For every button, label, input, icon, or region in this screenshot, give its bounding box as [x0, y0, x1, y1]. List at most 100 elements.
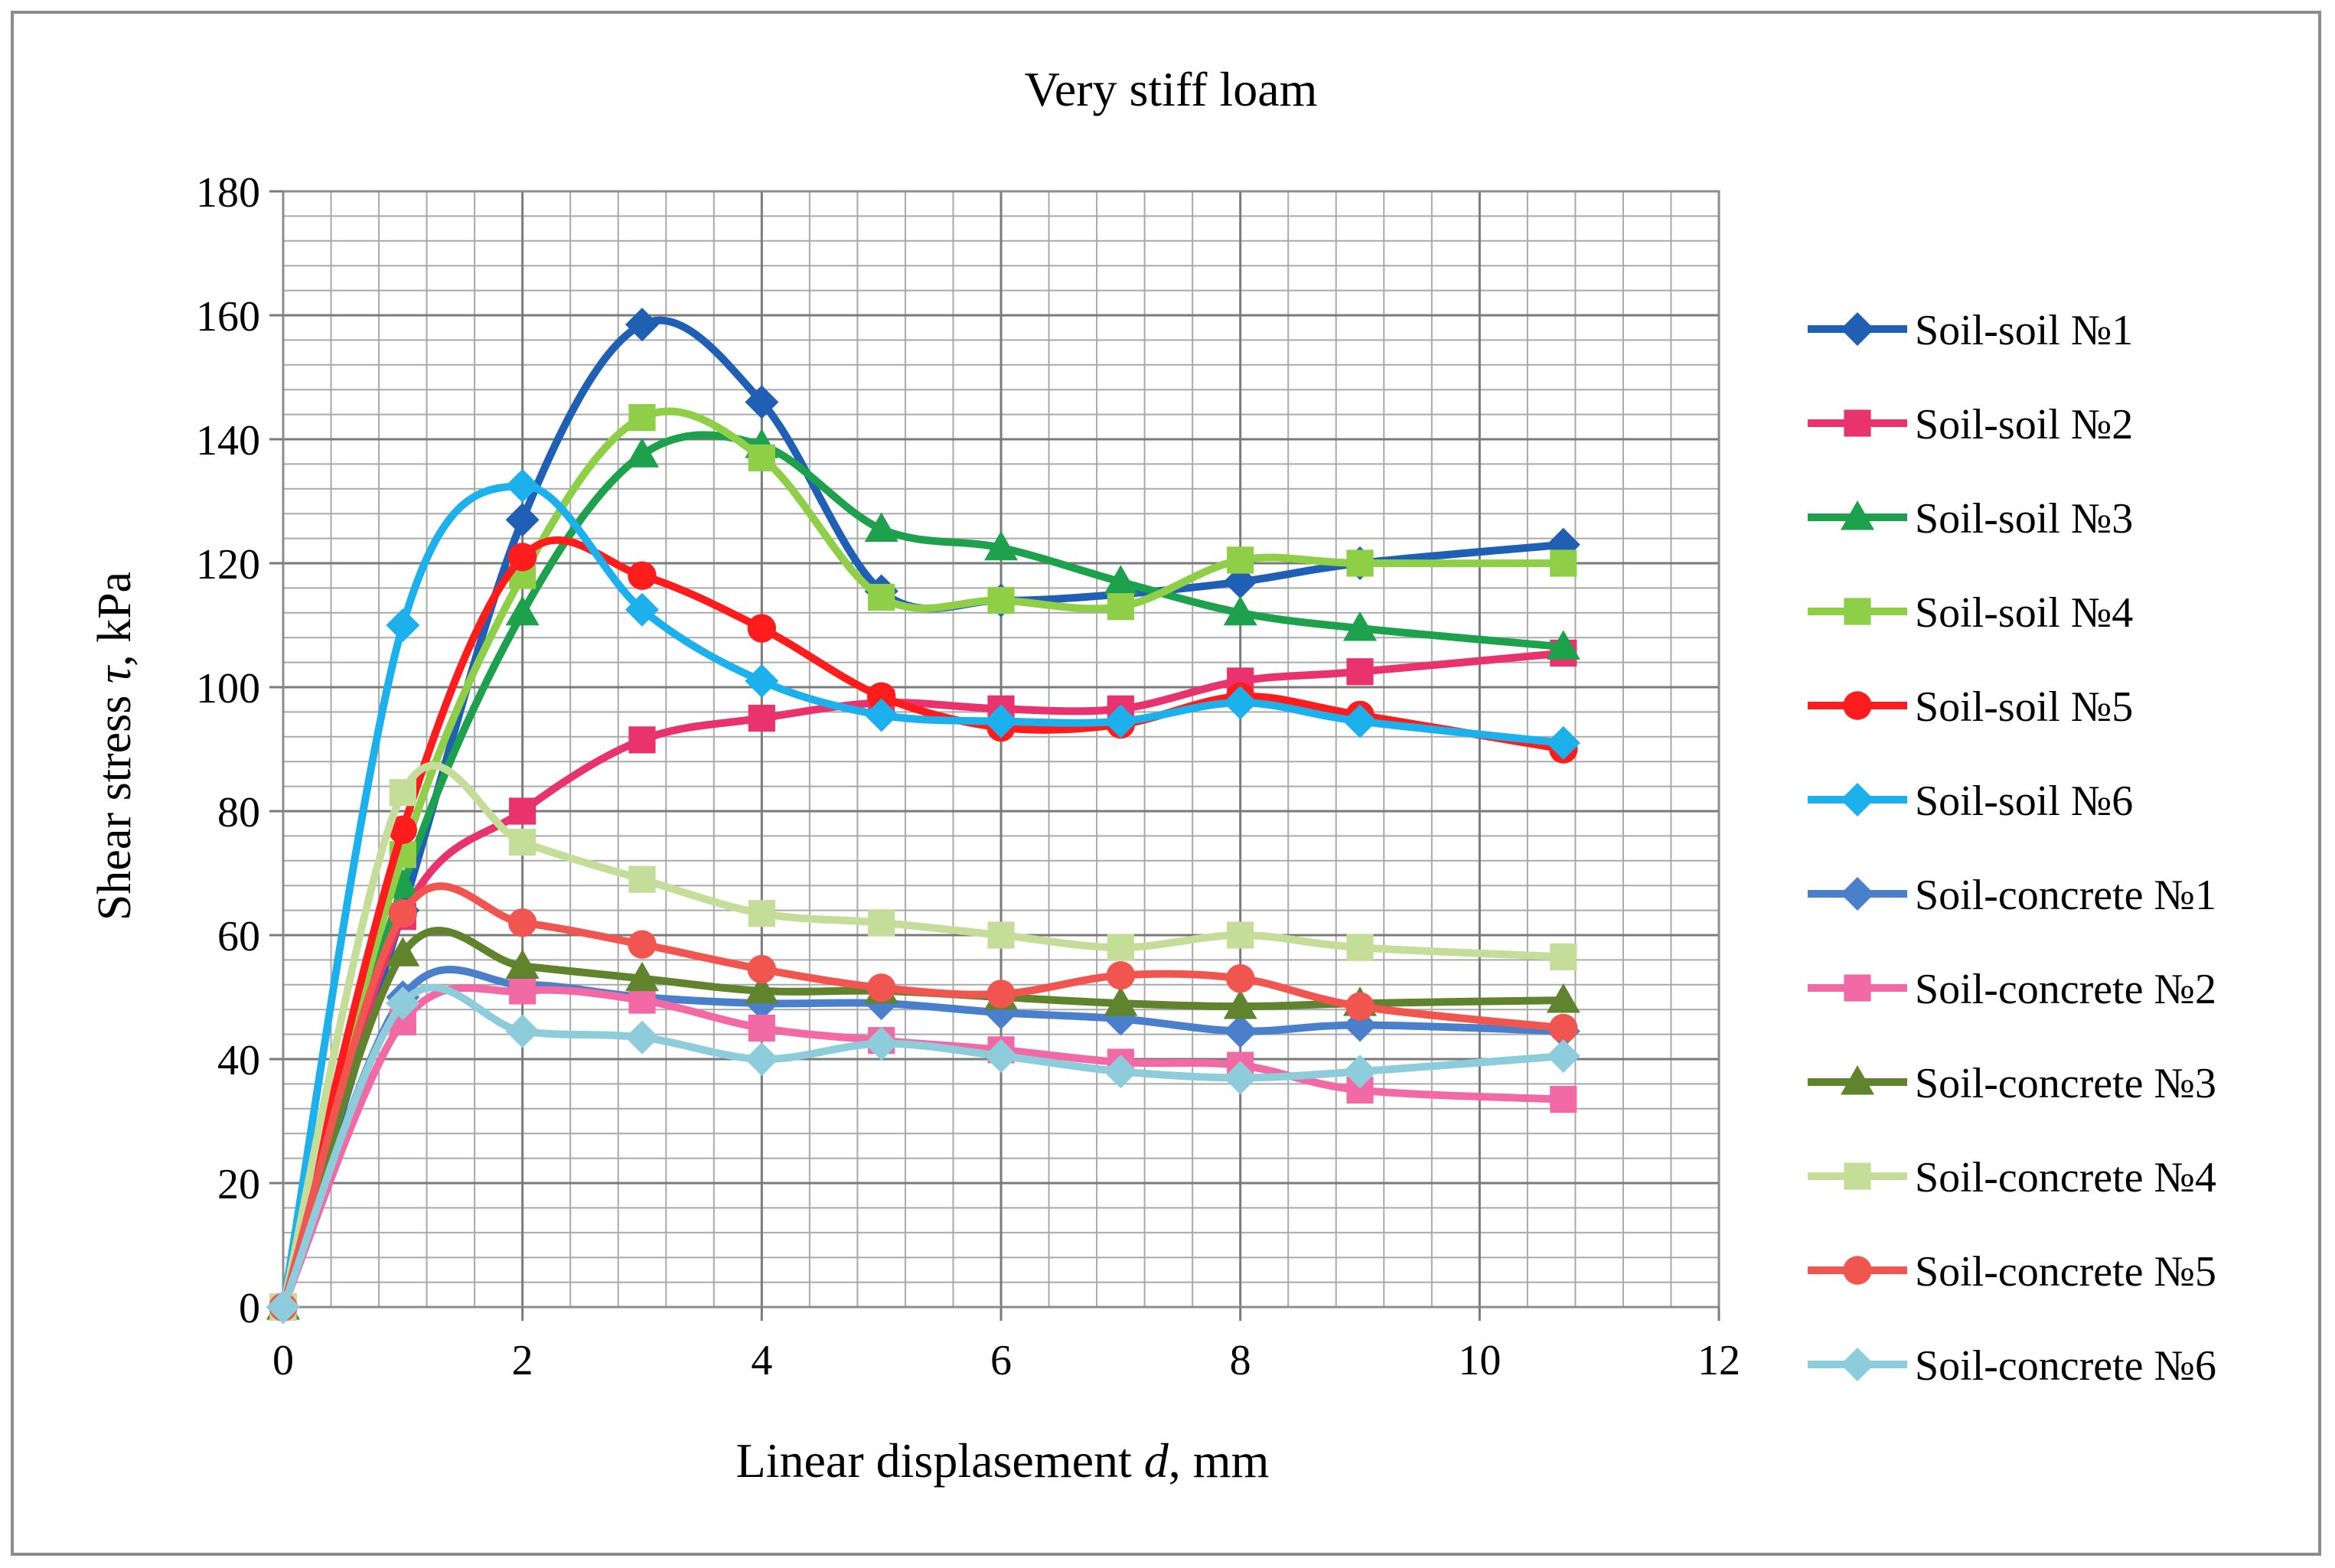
legend-item: Soil-soil №2: [1808, 401, 2133, 448]
x-axis-label: Linear displasement d, mm: [736, 1433, 1270, 1488]
legend-label: Soil-soil №1: [1915, 307, 2133, 354]
data-point: [509, 977, 536, 1005]
data-point: [505, 595, 540, 626]
data-point: [864, 512, 898, 542]
x-tick-label: 10: [1458, 1337, 1501, 1384]
legend-swatch-marker: [1841, 500, 1874, 530]
data-point: [1546, 1038, 1580, 1073]
y-axis-ticks: 0 20 40 60 80 100 120 140 160 180: [196, 169, 283, 1332]
legend-label: Soil-concrete №5: [1915, 1248, 2216, 1296]
data-point: [1550, 1086, 1577, 1113]
series-layer: [266, 308, 1580, 1324]
data-point: [1550, 943, 1577, 970]
data-point: [1106, 960, 1136, 990]
data-point: [628, 865, 656, 893]
data-point: [505, 1014, 540, 1048]
legend-item: Soil-concrete №2: [1808, 966, 2216, 1013]
legend-label: Soil-soil №6: [1915, 777, 2133, 825]
y-tick-label: 0: [239, 1285, 260, 1332]
data-point: [505, 949, 540, 979]
legend-label: Soil-concrete №1: [1915, 872, 2216, 919]
data-point: [266, 1290, 300, 1324]
data-point: [748, 900, 775, 927]
legend-item: Soil-concrete №5: [1808, 1248, 2216, 1296]
data-point: [1225, 964, 1255, 993]
legend-label: Soil-soil №2: [1915, 401, 2133, 448]
legend: Soil-soil №1 Soil-soil №2 Soil-soil №3 Soil…: [1808, 307, 2216, 1390]
legend-item: Soil-soil №4: [1808, 589, 2133, 637]
data-point: [1223, 1014, 1257, 1048]
legend-swatch-marker: [1844, 1162, 1871, 1190]
legend-item: Soil-concrete №4: [1808, 1154, 2216, 1201]
legend-label: Soil-soil №5: [1915, 683, 2133, 731]
data-point: [866, 973, 896, 1002]
legend-label: Soil-soil №4: [1915, 589, 2133, 637]
data-point: [507, 908, 537, 937]
legend-label: Soil-concrete №3: [1915, 1060, 2216, 1107]
series-5: [269, 536, 1578, 1322]
data-point: [745, 663, 779, 698]
legend-swatch-marker: [1843, 691, 1872, 720]
legend-item: Soil-concrete №6: [1808, 1342, 2216, 1390]
data-point: [1104, 704, 1138, 738]
data-point: [1343, 1055, 1377, 1089]
x-tick-label: 0: [272, 1337, 294, 1384]
data-point: [984, 1038, 1018, 1073]
x-axis-ticks: 0 2 4 6 8 10 12: [272, 1307, 1740, 1384]
legend-item: Soil-concrete №3: [1808, 1060, 2216, 1107]
data-point: [984, 704, 1018, 738]
data-point: [984, 530, 1018, 561]
data-point: [1346, 658, 1374, 686]
data-point: [987, 921, 1015, 949]
data-point: [1223, 595, 1257, 626]
legend-item: Soil-soil №5: [1808, 683, 2133, 731]
series-6: [266, 468, 1580, 1324]
legend-item: Soil-soil №6: [1808, 777, 2133, 825]
data-point: [987, 587, 1015, 614]
y-tick-label: 160: [196, 293, 260, 341]
data-point: [386, 608, 420, 642]
legend-swatch-marker: [1843, 1256, 1872, 1285]
y-tick-label: 80: [217, 789, 260, 836]
data-point: [628, 404, 656, 432]
data-point: [1107, 593, 1134, 621]
data-point: [1546, 983, 1580, 1013]
data-point: [386, 937, 420, 967]
data-point: [864, 698, 898, 732]
legend-swatch-marker: [1844, 598, 1871, 625]
legend-item: Soil-concrete №1: [1808, 872, 2216, 919]
legend-item: Soil-soil №1: [1808, 307, 2133, 354]
legend-item: Soil-soil №3: [1808, 495, 2133, 543]
series-11: [269, 882, 1578, 1322]
data-point: [386, 986, 420, 1021]
data-point: [1104, 986, 1138, 1016]
series-line: [279, 407, 1567, 1311]
data-point: [1546, 630, 1580, 660]
legend-swatch-marker: [1841, 1348, 1874, 1381]
data-point: [628, 986, 656, 1014]
data-point: [628, 930, 657, 959]
data-point: [1223, 989, 1257, 1019]
series-2: [269, 639, 1577, 1321]
data-point: [1550, 549, 1577, 577]
series-line: [279, 481, 1567, 1311]
data-point: [1223, 686, 1257, 720]
data-point: [1346, 934, 1374, 961]
data-point: [1104, 565, 1138, 595]
legend-swatch-marker: [1844, 974, 1871, 1002]
data-point: [745, 1042, 779, 1076]
data-point: [505, 503, 540, 537]
y-tick-label: 100: [196, 665, 260, 712]
series-10: [269, 761, 1577, 1321]
series-line: [279, 965, 1567, 1311]
data-point: [748, 1014, 775, 1042]
legend-label: Soil-concrete №4: [1915, 1154, 2216, 1201]
data-point: [1345, 992, 1375, 1021]
series-line: [279, 431, 1567, 1311]
x-tick-label: 6: [990, 1337, 1012, 1384]
data-point: [1223, 1061, 1257, 1095]
data-point: [625, 308, 659, 342]
data-point: [748, 704, 775, 732]
legend-label: Soil-concrete №2: [1915, 966, 2216, 1013]
